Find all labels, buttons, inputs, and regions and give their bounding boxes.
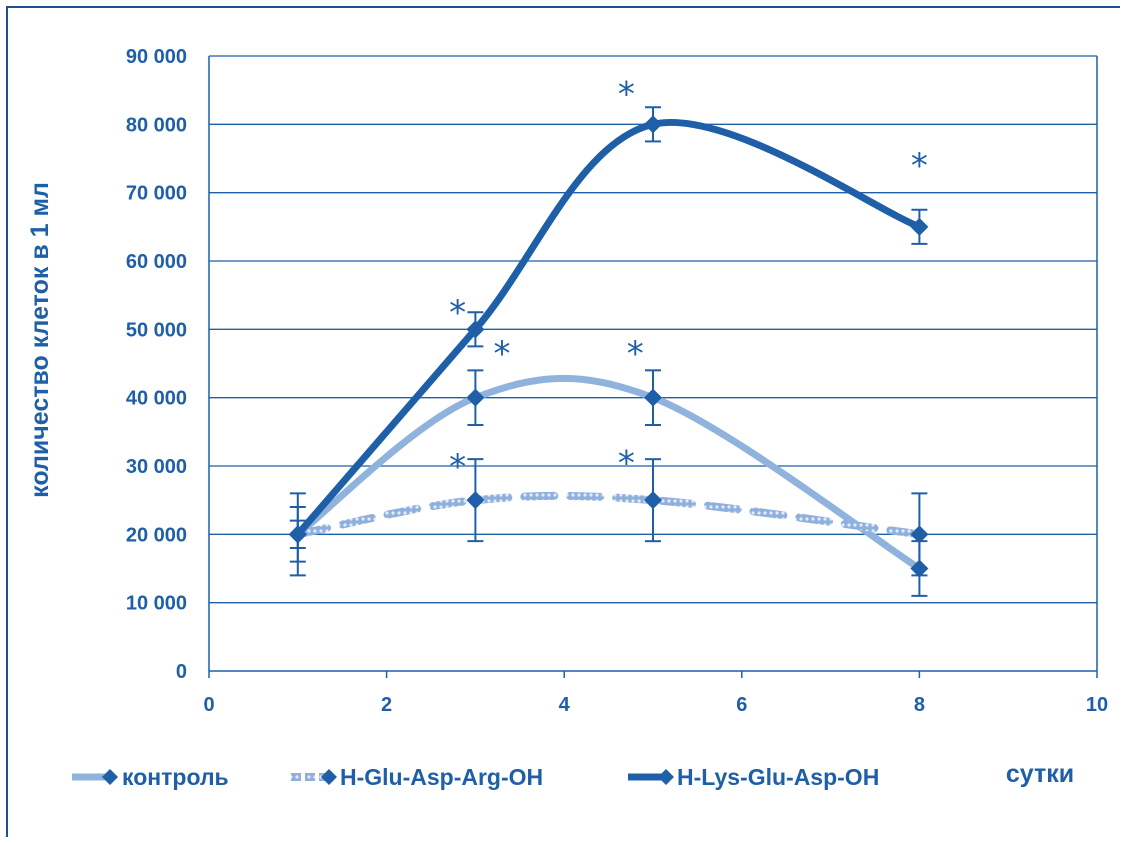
- y-tick-label: 70 000: [126, 183, 187, 205]
- data-markers: [288, 115, 929, 578]
- x-tick-label: 10: [1086, 694, 1108, 716]
- data-point: [910, 525, 929, 544]
- significance-star: *: [627, 334, 644, 374]
- y-tick-label: 80 000: [126, 114, 187, 136]
- x-tick-label: 4: [559, 694, 571, 716]
- legend-label-1: контроль: [122, 764, 229, 790]
- data-point: [644, 115, 662, 134]
- series-lines: [293, 119, 924, 572]
- y-tick-label: 30 000: [126, 456, 187, 478]
- y-tick-label: 0: [176, 661, 187, 683]
- y-tick-label: 10 000: [126, 593, 187, 615]
- x-tick-label: 6: [736, 694, 747, 716]
- legend: контроль H-Glu-Asp-Arg-OH H-Lys-Glu-Asp-OH: [72, 764, 879, 790]
- data-point: [466, 388, 485, 407]
- legend-label-2: H-Glu-Asp-Arg-OH: [340, 764, 543, 790]
- data-point: [910, 559, 929, 578]
- y-tick-label: 40 000: [126, 388, 187, 410]
- y-tick-label: 50 000: [126, 319, 187, 341]
- significance-star: *: [449, 293, 466, 333]
- significance-star: *: [449, 447, 466, 487]
- legend-marker-2: [321, 769, 337, 785]
- axes: [208, 56, 1098, 678]
- data-point: [288, 525, 307, 544]
- x-axis-title: сутки: [1006, 760, 1074, 788]
- data-point: [466, 320, 485, 339]
- series-line-3: [294, 119, 923, 538]
- y-tick-labels: 0 10 000 20 000 30 000 40 000 50 000 60 000 70 …: [126, 46, 187, 683]
- series-line-2: [293, 491, 924, 539]
- y-tick-label: 60 000: [126, 251, 187, 273]
- significance-star: *: [618, 74, 635, 114]
- data-point: [644, 388, 662, 407]
- significance-star: *: [618, 443, 635, 483]
- series-line-1: [294, 374, 923, 572]
- significance-stars: * * * * * * *: [449, 74, 928, 486]
- x-tick-label: 2: [381, 694, 392, 716]
- data-point: [910, 217, 929, 236]
- x-tick-labels: 0 2 4 6 8 10: [203, 694, 1108, 716]
- x-tick-label: 8: [914, 694, 925, 716]
- data-point: [466, 491, 485, 510]
- y-axis-title: количество клеток в 1 мл: [26, 182, 54, 498]
- significance-star: *: [911, 146, 928, 186]
- x-tick-label: 0: [203, 694, 214, 716]
- y-tick-label: 90 000: [126, 46, 187, 68]
- significance-star: *: [494, 334, 511, 374]
- data-point: [644, 491, 662, 510]
- y-tick-label: 20 000: [126, 524, 187, 546]
- legend-marker-3: [658, 769, 674, 785]
- legend-label-3: H-Lys-Glu-Asp-OH: [677, 764, 879, 790]
- chart-frame: [6, 6, 1120, 837]
- legend-marker-1: [102, 769, 118, 785]
